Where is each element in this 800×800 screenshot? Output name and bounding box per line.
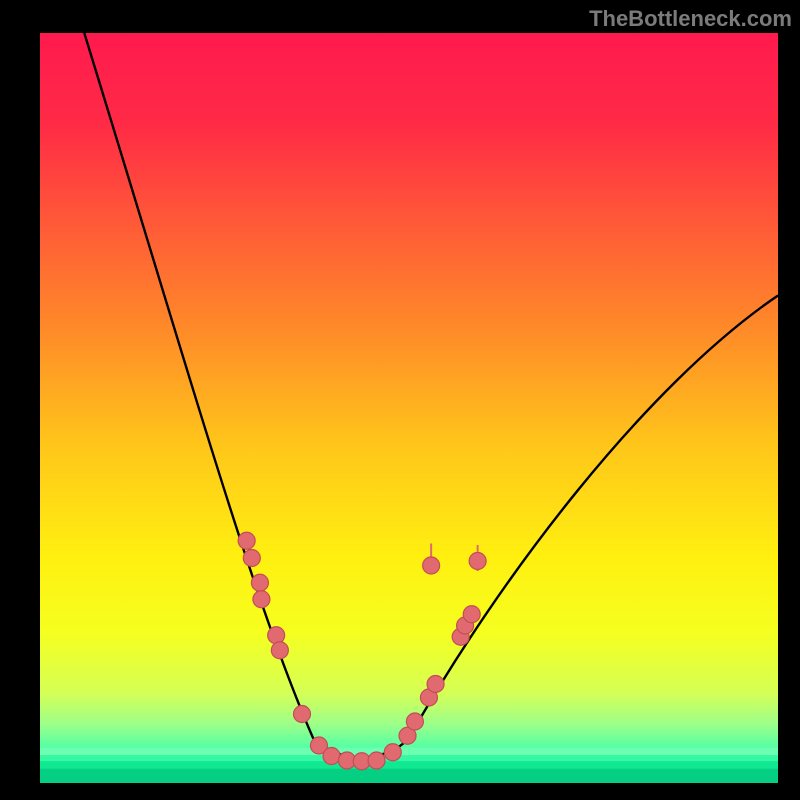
bottleneck-chart (40, 33, 778, 783)
data-marker (469, 553, 486, 570)
data-marker (384, 744, 401, 761)
data-marker (463, 606, 480, 623)
data-marker (251, 574, 268, 591)
data-marker (271, 642, 288, 659)
data-marker (368, 752, 385, 769)
gradient-background (40, 33, 778, 783)
data-marker (323, 748, 340, 765)
band-stripe (40, 748, 778, 756)
watermark-text: TheBottleneck.com (589, 6, 792, 32)
data-marker (243, 550, 260, 567)
plot-area (40, 33, 778, 783)
data-marker (238, 532, 255, 549)
band-stripe (40, 755, 778, 761)
band-stripe (40, 761, 778, 769)
data-marker (427, 676, 444, 693)
data-marker (406, 713, 423, 730)
chart-stage: TheBottleneck.com (0, 0, 800, 800)
data-marker (268, 627, 285, 644)
data-marker (423, 557, 440, 574)
data-marker (253, 591, 270, 608)
data-marker (293, 706, 310, 723)
band-stripe (40, 769, 778, 783)
